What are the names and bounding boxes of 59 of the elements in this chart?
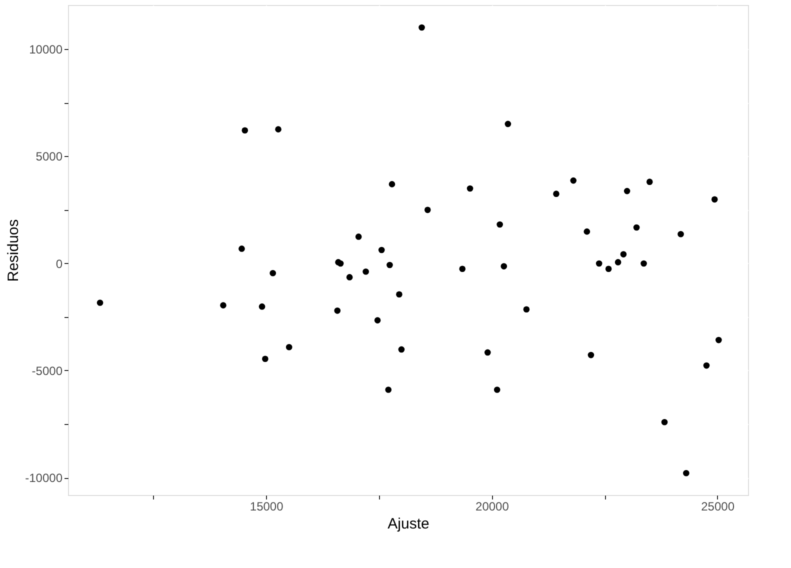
point (588, 352, 594, 358)
x-tick-label: 25000 (701, 500, 735, 514)
point (614, 259, 622, 266)
point (388, 181, 396, 188)
x-axis-title: Ajuste (388, 516, 430, 532)
point (484, 349, 491, 356)
point (374, 317, 381, 324)
point (334, 308, 341, 314)
y-tick-label: 10000 (29, 42, 63, 56)
point (716, 336, 722, 344)
point (96, 300, 104, 306)
point (459, 266, 466, 272)
point (258, 303, 266, 310)
point (238, 246, 245, 252)
point (270, 270, 276, 276)
point (678, 230, 684, 238)
x-tick-label: 20000 (476, 500, 510, 514)
point (275, 126, 282, 132)
y-tick-label: 5000 (36, 150, 63, 164)
point (661, 418, 668, 426)
point (496, 221, 503, 228)
point (466, 185, 474, 192)
point (346, 274, 353, 280)
point (396, 291, 402, 298)
y-axis-title: Residuos (5, 219, 22, 282)
point (418, 24, 425, 31)
point (378, 246, 385, 254)
point (584, 228, 590, 235)
point (386, 262, 393, 268)
point (605, 266, 612, 272)
point (711, 196, 718, 203)
point (683, 470, 690, 476)
point (624, 188, 630, 194)
point (286, 344, 292, 350)
point (523, 306, 530, 313)
point (242, 127, 248, 134)
point (220, 302, 226, 308)
point (633, 224, 640, 231)
point (262, 356, 268, 362)
point (355, 234, 362, 240)
point (640, 260, 647, 267)
point (494, 386, 500, 393)
x-tick-label: 15000 (250, 500, 284, 514)
point (500, 263, 508, 270)
point (646, 178, 653, 185)
point (596, 260, 602, 267)
point (398, 346, 405, 353)
y-tick-label: -10000 (25, 471, 63, 486)
point (620, 251, 627, 258)
y-tick-label: -5000 (32, 364, 63, 378)
point (385, 386, 392, 393)
point (570, 177, 577, 184)
point (703, 362, 710, 369)
point (424, 206, 431, 214)
point (504, 120, 512, 128)
point (337, 260, 344, 267)
y-tick-label: 0 (56, 256, 63, 271)
point (553, 190, 560, 197)
point (362, 268, 369, 275)
